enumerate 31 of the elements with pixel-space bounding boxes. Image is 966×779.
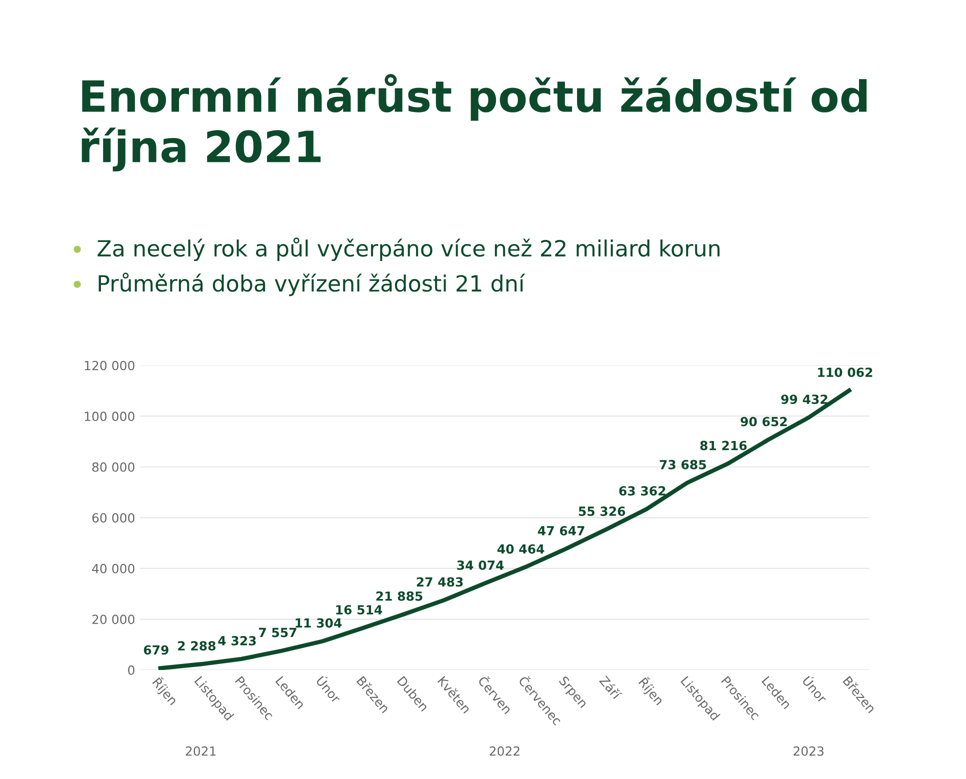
data-label: 55 326 [578,506,626,516]
y-tick-label: 40 000 [92,564,134,574]
text: Průměrná doba vyřízení žádosti 21 dní [98,272,526,296]
y-tick-label: 80 000 [92,462,134,472]
data-label: 4 323 [218,636,256,646]
data-label: 40 464 [497,544,544,554]
data-label: 81 216 [700,440,747,450]
text: 2022 [490,746,520,756]
data-label: 679 [144,645,168,655]
y-tick-label: 60 000 [92,513,134,523]
text: 2021 [186,746,216,756]
data-label: 2 288 [178,641,216,651]
data-label: 21 885 [376,591,422,601]
data-label: 110 062 [818,368,872,378]
chart-title: Enormní nárůst počtu žádostí od října 2021 [82,74,867,172]
y-tick-label: 0 [128,665,134,675]
data-label: 34 074 [457,560,504,570]
data-label: 16 514 [336,605,382,614]
data-label: 7 557 [258,628,296,638]
data-label: 63 362 [619,486,666,496]
y-tick-label: 120 000 [84,360,134,370]
data-label: 90 652 [740,416,787,426]
y-tick-label: 20 000 [92,614,134,624]
y-tick-label: 100 000 [84,412,134,422]
data-label: 11 304 [296,618,342,628]
data-label: 27 483 [416,577,463,587]
text: 2023 [794,746,824,756]
data-label: 47 647 [538,526,584,536]
data-label: 73 685 [660,460,706,470]
text: Za necelý rok a půl vyčerpáno více než 22 miliard korun [98,238,720,262]
data-label: 99 432 [781,394,828,404]
